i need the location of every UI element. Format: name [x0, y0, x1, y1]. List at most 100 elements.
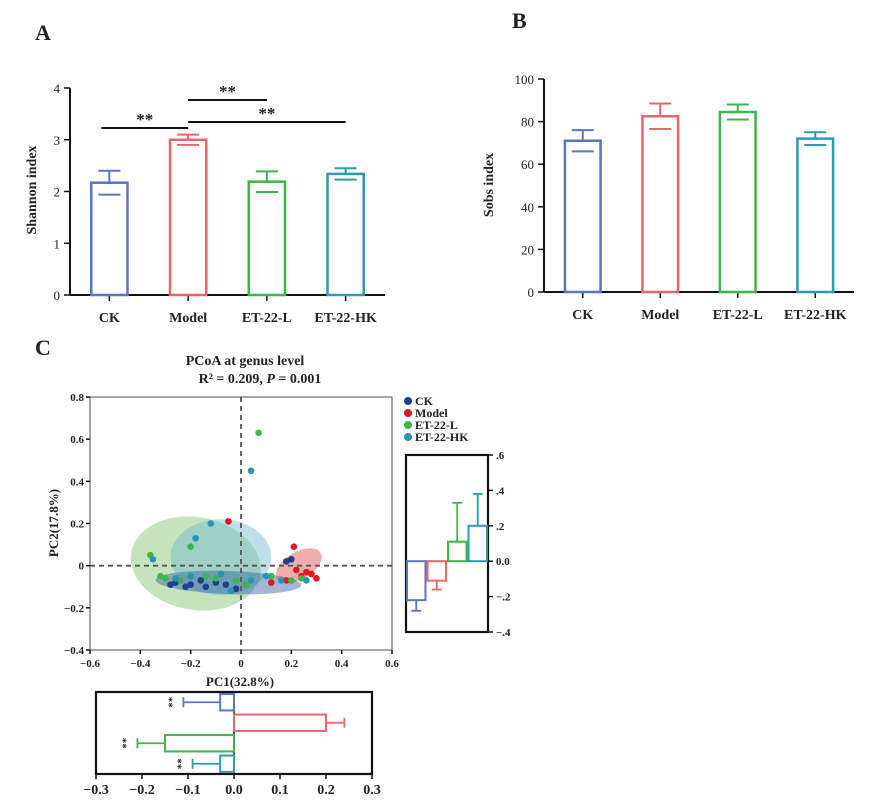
legend-marker — [404, 433, 412, 441]
pc1-bar — [233, 713, 327, 732]
scatter-point — [262, 572, 270, 580]
scatter-point — [182, 583, 189, 591]
legend-marker — [404, 397, 412, 405]
scatter-point — [172, 575, 179, 582]
scatter-point — [283, 558, 290, 565]
scatter-point — [192, 534, 199, 542]
scatter-point — [303, 577, 310, 584]
significance-label: ** — [219, 82, 236, 101]
sobs-chart: Sobs index 0 20 40 60 80 100 CK Model ET-22-L ET-… — [482, 72, 854, 323]
panel-letter-c: C — [35, 335, 51, 360]
confidence-ellipse — [130, 516, 261, 611]
pcoa-xtick-label: 0.6 — [385, 658, 399, 670]
shannon-category-label: ET-22-HK — [314, 311, 377, 326]
pc1-bar — [219, 693, 235, 712]
shannon-ytick-label: 0 — [54, 288, 61, 303]
pcoa-ytick-label: 0 — [79, 561, 85, 573]
scatter-point — [212, 575, 220, 582]
pc2-ytick-label: −.2 — [496, 592, 511, 604]
pc2-ytick-label: 0.0 — [496, 556, 510, 568]
scatter-point — [187, 572, 194, 580]
pcoa-xtick-label: 0 — [238, 658, 244, 670]
scatter-point — [267, 572, 275, 580]
scatter-point — [162, 575, 169, 582]
pcoa-p-label: P — [266, 372, 275, 387]
pcoa-ytick-label: −0.4 — [64, 645, 85, 657]
pc2-ytick-label: .6 — [496, 450, 505, 462]
scatter-point — [202, 583, 210, 591]
scatter-point — [167, 581, 174, 588]
scatter-point — [277, 577, 285, 584]
pcoa-ylabel: PC2(17.8%) — [46, 489, 61, 557]
pcoa-xlabel: PC1(32.8%) — [206, 674, 274, 689]
pc1-significance-label: ** — [176, 758, 188, 770]
sobs-category-label: ET-22-HK — [784, 308, 847, 323]
pc1-significance-label: ** — [120, 737, 132, 749]
sobs-bar — [796, 137, 835, 294]
scatter-point — [255, 429, 262, 437]
scatter-point — [283, 577, 290, 584]
pc2-ytick-label: .2 — [496, 521, 505, 533]
panel-letter-a: A — [35, 20, 51, 45]
shannon-bar — [247, 180, 287, 297]
panel-letter-b: B — [512, 8, 527, 33]
scatter-point — [227, 587, 235, 595]
pc2-bar — [406, 560, 427, 602]
scatter-point — [288, 556, 295, 563]
scatter-point — [247, 577, 255, 584]
scatter-point — [232, 577, 240, 584]
legend-label: ET-22-HK — [415, 430, 469, 444]
pc1-xtick-label: 0.3 — [363, 783, 381, 798]
scatter-point — [308, 570, 315, 578]
pc2-bar — [447, 540, 468, 563]
shannon-ytick-label: 4 — [54, 81, 61, 96]
shannon-ytick-label: 3 — [54, 133, 61, 148]
pc1-xtick-label: −0.2 — [129, 783, 154, 798]
pc1-xtick-label: 0.0 — [225, 783, 243, 798]
scatter-point — [197, 577, 205, 584]
pc2-box-frame — [404, 453, 490, 634]
scatter-point — [303, 568, 310, 576]
pcoa-xtick-label: −0.6 — [80, 658, 101, 670]
pc1-xtick-label: −0.1 — [175, 783, 200, 798]
pcoa-p-value: = 0.001 — [275, 372, 321, 387]
legend-label: Model — [415, 406, 448, 420]
scatter-point — [187, 581, 194, 588]
sobs-category-label: ET-22-L — [713, 308, 763, 323]
pcoa-xtick-label: 0.2 — [284, 658, 298, 670]
scatter-point — [207, 520, 215, 527]
sobs-category-label: Model — [641, 308, 679, 323]
sobs-bar — [641, 115, 680, 294]
significance-label: ** — [258, 104, 275, 123]
sobs-ytick-label: 20 — [521, 242, 534, 257]
pc1-xtick-label: 0.1 — [271, 783, 289, 798]
pcoa-ytick-label: −0.2 — [64, 603, 85, 615]
scatter-point — [242, 581, 250, 588]
pc1-xtick-label: 0.2 — [317, 783, 335, 798]
scatter-point — [290, 543, 298, 550]
scatter-point — [157, 572, 164, 580]
legend-marker — [404, 409, 412, 417]
shannon-category-label: Model — [169, 311, 207, 326]
shannon-bar — [326, 172, 365, 297]
pcoa-r2: R² = 0.209, — [199, 372, 267, 387]
scatter-point — [187, 543, 194, 550]
scatter-point — [232, 585, 240, 593]
sobs-ytick-label: 100 — [515, 72, 535, 87]
shannon-bar — [168, 138, 208, 297]
shannon-category-label: CK — [99, 311, 120, 326]
scatter-point — [247, 467, 255, 475]
scatter-point — [177, 577, 184, 584]
legend-label: ET-22-L — [415, 418, 458, 432]
sobs-bar — [718, 110, 757, 294]
scatter-point — [293, 566, 300, 574]
scatter-point — [288, 577, 295, 584]
pc2-ytick-label: −.4 — [496, 627, 511, 639]
sobs-ytick-label: 80 — [521, 115, 534, 130]
pc2-bar — [467, 524, 488, 563]
pc1-significance-label: ** — [166, 696, 178, 708]
pc1-xtick-label: −0.3 — [83, 783, 108, 798]
pcoa-subtitle: R² = 0.209, P = 0.001 — [199, 372, 322, 387]
sobs-ytick-label: 0 — [528, 285, 535, 300]
pc1-bar — [164, 734, 235, 753]
